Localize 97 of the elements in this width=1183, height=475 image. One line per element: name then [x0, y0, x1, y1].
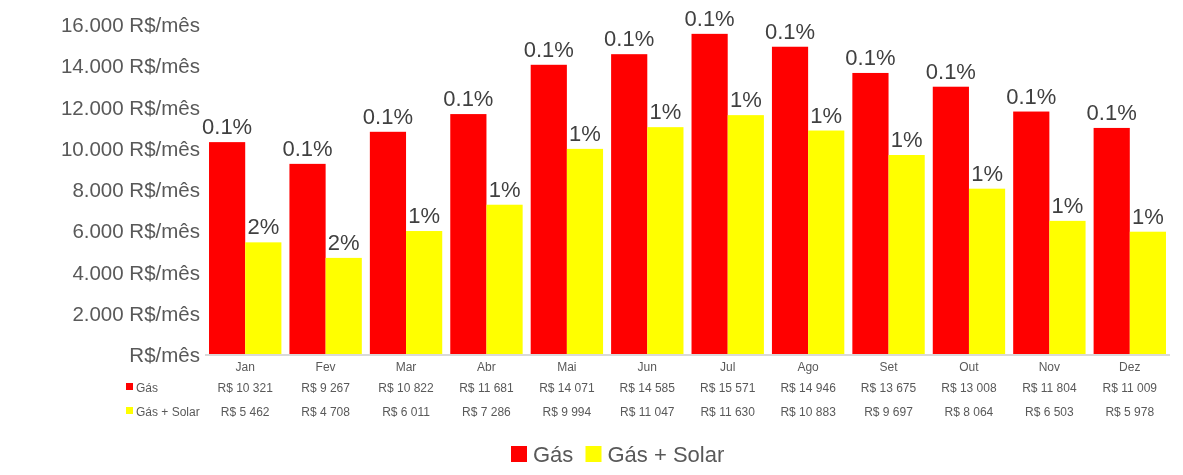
annotation: 1%	[1051, 192, 1084, 218]
annotation: 0.1%	[845, 44, 896, 70]
data-label: R$ 9 994	[542, 405, 592, 419]
data-label: R$ 11 047	[620, 405, 675, 419]
legend-label: Gás + Solar	[136, 405, 200, 419]
data-label: R$ 7 286	[462, 405, 512, 419]
text: Gás + Solar	[607, 442, 725, 467]
bar	[727, 115, 764, 355]
annotation: 2%	[327, 229, 360, 255]
annotation: 0.1%	[523, 36, 574, 62]
annotation: 0.1%	[443, 86, 494, 112]
x-tick-label: Mar	[395, 360, 417, 374]
x-tick-label: Set	[879, 360, 899, 374]
bar	[1049, 220, 1086, 355]
y-tick-label: 6.000 R$/mês	[72, 219, 200, 243]
data-label: R$ 11 804	[1022, 381, 1077, 395]
bar	[289, 163, 326, 355]
data-label: R$ 5 978	[1105, 405, 1155, 419]
annotation: 0.1%	[925, 58, 976, 84]
text: Gás	[533, 442, 574, 467]
data-label: R$ 14 585	[619, 381, 676, 395]
data-label: R$ 10 883	[780, 405, 837, 419]
bar	[325, 257, 362, 355]
data-label: R$ 4 708	[301, 405, 351, 419]
bar	[530, 64, 567, 355]
bar	[647, 127, 684, 355]
data-label: R$ 10 321	[217, 381, 274, 395]
bar	[888, 155, 925, 355]
annotation: 0.1%	[202, 114, 253, 140]
annotation: 0.1%	[604, 26, 655, 52]
annotation: 1%	[649, 99, 682, 125]
annotation: 0.1%	[1086, 99, 1137, 125]
annotation: 1%	[488, 176, 521, 202]
bar	[369, 131, 407, 355]
bar	[566, 148, 604, 355]
x-tick-label: Fev	[315, 360, 336, 374]
data-label: R$ 11 009	[1102, 381, 1158, 395]
bar	[808, 130, 845, 355]
annotation: 0.1%	[1006, 83, 1057, 109]
annotation: 1%	[729, 87, 762, 113]
data-label: R$ 6 011	[382, 405, 431, 419]
x-tick-label: Nov	[1038, 360, 1061, 374]
bar	[450, 114, 487, 355]
y-tick-label: 4.000 R$/mês	[72, 260, 200, 284]
annotation: 1%	[890, 127, 923, 152]
data-label: R$ 9 267	[301, 381, 351, 395]
y-tick-label: R$/mês	[129, 343, 200, 367]
bar	[406, 231, 443, 355]
legend-label: Gás	[136, 381, 159, 395]
annotation: 1%	[1131, 203, 1164, 229]
y-tick-label: 10.000 R$/mês	[60, 136, 200, 160]
bar	[486, 204, 523, 355]
annotation: 0.1%	[684, 5, 735, 31]
x-tick-label: Mai	[557, 360, 577, 374]
y-tick-label: 14.000 R$/mês	[60, 54, 200, 78]
x-tick-label: Ago	[797, 360, 820, 374]
data-label: R$ 9 697	[864, 405, 914, 419]
data-label: R$ 15 571	[700, 381, 756, 395]
data-label: R$ 5 462	[220, 405, 270, 419]
bar	[968, 188, 1006, 355]
data-label: R$ 13 008	[941, 381, 997, 395]
data-label: R$ 11 681	[459, 381, 515, 395]
bar	[245, 242, 282, 355]
x-tick-label: Abr	[477, 360, 496, 374]
x-tick-label: Dez	[1119, 360, 1141, 374]
x-tick-label: Jan	[235, 360, 255, 374]
x-tick-label: Jul	[720, 360, 736, 374]
bar	[209, 142, 246, 355]
y-tick-label: 12.000 R$/mês	[60, 95, 200, 119]
data-label: R$ 10 822	[378, 381, 435, 395]
data-label: R$ 13 675	[860, 381, 917, 395]
x-tick-label: Out	[959, 360, 980, 374]
data-label: R$ 14 946	[780, 381, 837, 395]
data-label: R$ 8 064	[944, 405, 994, 419]
bar	[1129, 231, 1166, 355]
data-label: R$ 11 630	[700, 405, 756, 419]
annotation: 0.1%	[362, 103, 414, 129]
bar	[1013, 111, 1050, 355]
data-label: R$ 14 071	[539, 381, 595, 395]
annotation: 1%	[408, 203, 441, 229]
bar	[771, 46, 809, 355]
y-tick-label: 8.000 R$/mês	[72, 178, 200, 202]
annotation: 0.1%	[282, 135, 333, 161]
annotation: 1%	[810, 102, 843, 128]
bar	[1093, 127, 1130, 355]
bar	[932, 86, 969, 355]
x-tick-label: Jun	[637, 360, 657, 374]
bar	[691, 33, 728, 355]
bar	[852, 72, 889, 355]
annotation: 1%	[971, 160, 1003, 186]
annotation: 0.1%	[764, 18, 816, 44]
annotation: 2%	[247, 214, 280, 240]
bar	[611, 54, 648, 355]
annotation: 1%	[569, 120, 601, 146]
y-tick-label: 16.000 R$/mês	[60, 13, 200, 37]
data-label: R$ 6 503	[1025, 405, 1075, 419]
y-tick-label: 2.000 R$/mês	[72, 301, 200, 325]
